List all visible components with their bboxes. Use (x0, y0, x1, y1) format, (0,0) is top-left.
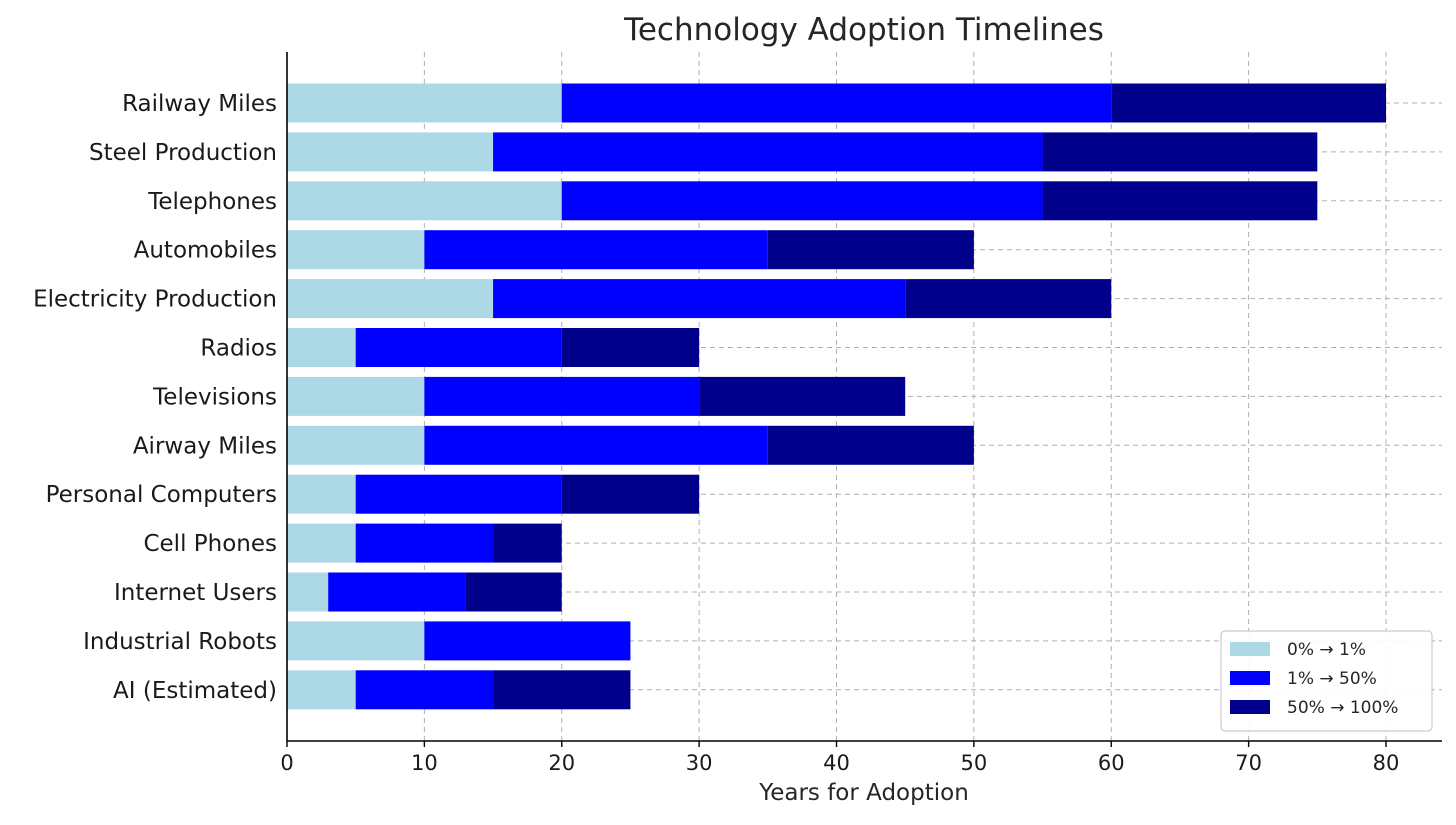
legend-swatch (1230, 700, 1270, 714)
y-tick-label: Televisions (152, 384, 277, 410)
bar-segment (561, 328, 700, 367)
legend-label: 0% → 1% (1287, 640, 1366, 660)
bar-segment (1042, 132, 1318, 172)
bar-segment (465, 572, 562, 612)
bar-segment (1042, 181, 1318, 221)
y-tick-label: Steel Production (89, 140, 277, 166)
bar-segment (493, 279, 906, 319)
x-tick-label: 20 (548, 751, 575, 775)
y-tick-label: AI (Estimated) (113, 678, 277, 704)
bar-segment (287, 523, 356, 563)
y-tick-label: Radios (200, 336, 277, 362)
y-tick-label: Automobiles (134, 238, 277, 264)
bar-segment (767, 425, 974, 465)
bar-segment (287, 621, 425, 661)
x-tick-label: 40 (823, 751, 850, 775)
y-tick-label: Cell Phones (143, 531, 277, 557)
y-tick-label: Industrial Robots (83, 629, 277, 655)
y-tick-label: Railway Miles (122, 91, 277, 117)
bar-segment (287, 132, 494, 172)
x-tick-label: 30 (686, 751, 713, 775)
bar-segment (287, 83, 562, 123)
bar-segment (287, 328, 356, 367)
bar-segment (287, 230, 425, 270)
bar-segment (287, 425, 425, 465)
y-tick-label: Airway Miles (133, 433, 277, 459)
axes: Railway Miles Steel Production Telephones A… (33, 52, 1442, 775)
bar-segment (355, 328, 562, 367)
x-tick-label: 80 (1373, 751, 1400, 775)
bar-segment (424, 376, 700, 416)
y-tick-label: Telephones (147, 189, 277, 215)
legend-label: 1% → 50% (1287, 669, 1377, 689)
legend: 0% → 1% 1% → 50% 50% → 100% (1220, 630, 1433, 732)
legend-label: 50% → 100% (1287, 698, 1398, 718)
bars (287, 83, 1386, 710)
bar-segment (355, 523, 494, 563)
chart-title: Technology Adoption Timelines (623, 12, 1104, 48)
bar-segment (287, 572, 329, 612)
bar-segment (561, 474, 700, 514)
bar-segment (355, 474, 562, 514)
legend-swatch (1230, 642, 1270, 656)
bar-segment (905, 279, 1112, 319)
bar-segment (287, 181, 562, 221)
bar-segment (355, 670, 494, 710)
bar-segment (424, 621, 631, 661)
bar-segment (424, 230, 768, 270)
bar-segment (287, 670, 356, 710)
x-tick-label: 60 (1098, 751, 1125, 775)
bar-segment (287, 474, 356, 514)
bar-segment (767, 230, 974, 270)
bar-segment (424, 425, 768, 465)
bar-segment (287, 376, 425, 416)
x-tick-label: 70 (1235, 751, 1262, 775)
x-tick-label: 50 (961, 751, 988, 775)
legend-box (1220, 630, 1433, 732)
bar-segment (493, 132, 1043, 172)
bar-segment (328, 572, 466, 612)
x-axis-label: Years for Adoption (758, 780, 969, 806)
legend-swatch (1230, 671, 1270, 685)
x-tick-label: 10 (411, 751, 438, 775)
y-tick-label: Internet Users (114, 580, 277, 606)
bar-segment (493, 670, 631, 710)
y-tick-label: Electricity Production (33, 287, 277, 313)
bar-segment (561, 181, 1043, 221)
y-tick-label: Personal Computers (46, 482, 277, 508)
bar-segment (1111, 83, 1386, 123)
bar-segment (287, 279, 494, 319)
bar-segment (561, 83, 1112, 123)
bar-segment (493, 523, 562, 563)
bar-segment (699, 376, 906, 416)
x-tick-label: 0 (280, 751, 293, 775)
